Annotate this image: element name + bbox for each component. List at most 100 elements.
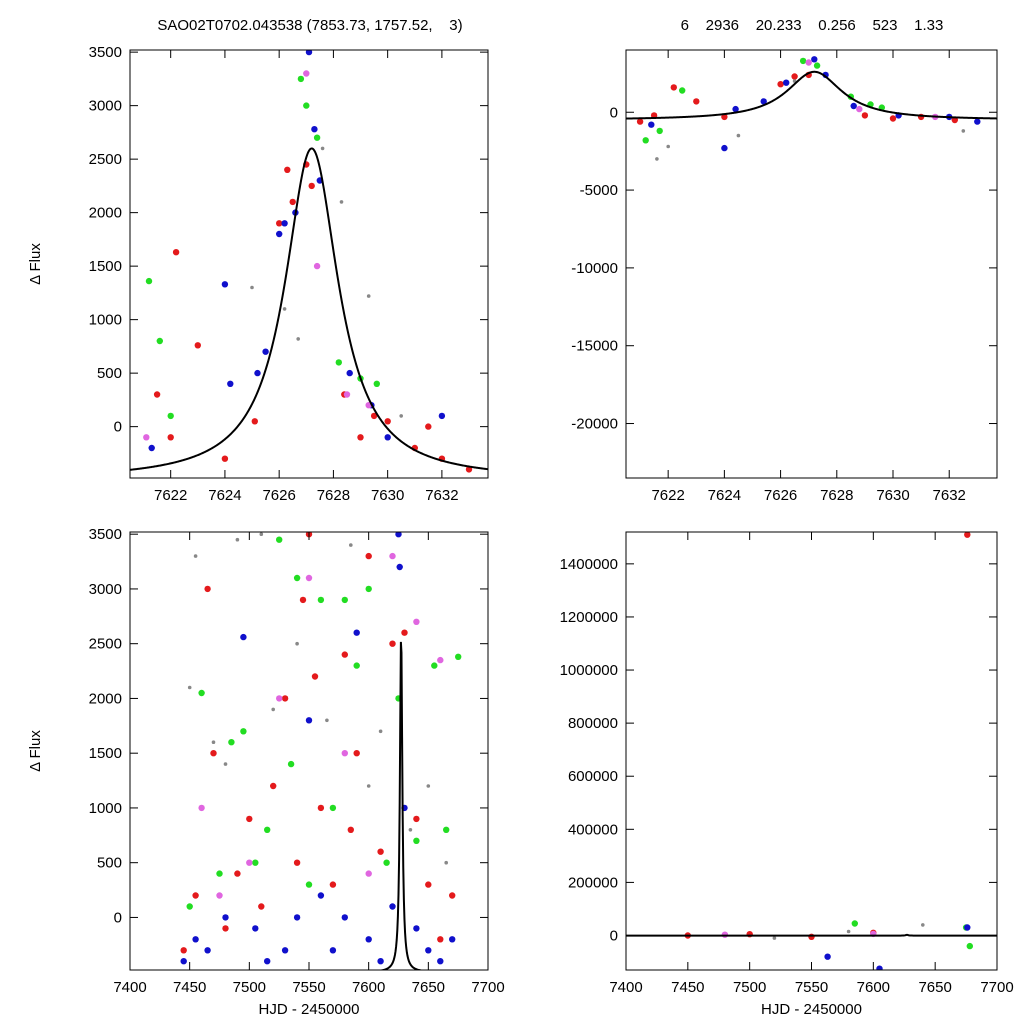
data-point-blue (876, 965, 883, 970)
data-point-red (221, 455, 229, 462)
y-tick-label: 2000 (89, 205, 122, 222)
data-point-green (297, 75, 305, 83)
x-tick-label: 7626 (262, 487, 295, 504)
y-tick-label: 800000 (568, 715, 618, 732)
y-tick-label: 1500 (89, 745, 122, 762)
data-point-gray (193, 554, 198, 558)
data-point-blue (281, 947, 289, 954)
data-point-blue (974, 118, 981, 125)
data-point-blue (240, 633, 247, 641)
data-point-gray (655, 157, 659, 161)
data-point-blue (395, 532, 402, 538)
data-point-green (799, 57, 807, 65)
data-point-violet (276, 695, 283, 702)
y-tick-label: 3500 (89, 526, 122, 543)
data-point-red (258, 903, 265, 910)
data-point-blue (365, 936, 372, 943)
x-tick-label: 7632 (425, 487, 458, 504)
data-point-red (964, 532, 971, 538)
data-point-blue (425, 947, 432, 954)
data-point-green (413, 837, 420, 844)
data-point-gray (339, 200, 344, 204)
data-point-blue (811, 56, 818, 63)
data-point-blue (824, 953, 831, 960)
data-point-green (156, 337, 163, 345)
data-point-blue (222, 914, 229, 921)
model-curve (130, 147, 488, 471)
data-point-red (281, 695, 289, 702)
data-point-blue (180, 958, 187, 965)
data-point-blue (353, 629, 360, 636)
data-point-red (357, 434, 364, 441)
x-tick-label: 7650 (918, 979, 951, 996)
data-point-violet (216, 892, 223, 899)
data-point-gray (187, 685, 192, 690)
data-point-red (311, 673, 319, 680)
data-point-red (153, 391, 161, 398)
data-point-red (308, 182, 315, 190)
y-tick-label: 1000 (89, 312, 122, 329)
y-tick-label: 1400000 (560, 556, 618, 573)
data-point-violet (365, 870, 372, 877)
data-point-green (966, 942, 973, 950)
left-title: SAO02T0702.043538 (7853.73, 1757.52, 3) (157, 17, 462, 34)
data-point-green (373, 380, 380, 387)
data-point-violet (805, 59, 812, 66)
y-tick-label: -20000 (571, 416, 618, 433)
x-tick-label: 7600 (857, 979, 890, 996)
data-point-red (192, 892, 199, 899)
data-point-blue (377, 958, 384, 965)
data-point-gray (211, 740, 216, 744)
data-point-blue (311, 126, 318, 133)
x-tick-label: 7500 (233, 979, 266, 996)
data-point-gray (426, 784, 431, 788)
data-point-green (341, 596, 348, 604)
x-tick-label: 7628 (317, 487, 350, 504)
data-point-gray (444, 860, 449, 865)
data-point-green (353, 662, 360, 669)
data-point-gray (366, 784, 371, 788)
data-point-green (365, 585, 372, 593)
data-point-red (777, 81, 784, 88)
data-point-green (642, 137, 649, 144)
data-point-gray (295, 641, 299, 646)
data-point-violet (313, 262, 321, 270)
data-point-blue (221, 281, 229, 288)
plot-area (180, 532, 462, 970)
data-point-red (172, 249, 180, 256)
y-tick-label: 500 (97, 365, 122, 382)
data-point-red (425, 423, 432, 430)
data-point-green (317, 596, 325, 604)
data-point-gray (378, 729, 383, 734)
axes-frame (129, 49, 489, 479)
data-point-gray (223, 762, 228, 766)
data-point-gray (271, 707, 276, 712)
y-tick-label: 0 (610, 104, 618, 121)
data-point-gray (399, 414, 404, 418)
data-point-green (303, 102, 310, 109)
data-point-red (167, 434, 174, 441)
data-point-blue (148, 444, 155, 452)
data-point-blue (850, 102, 857, 110)
data-point-violet (343, 391, 351, 398)
data-point-gray (366, 294, 371, 298)
y-tick-label: 200000 (568, 874, 618, 891)
data-point-green (264, 826, 271, 833)
data-point-blue (341, 914, 348, 921)
model-curve (626, 933, 997, 937)
data-point-green (186, 903, 193, 910)
data-point-violet (413, 618, 420, 625)
panel-bottom-left: 7400 7450 7500 7550 7600 7650 7700 0 500 1000 1500… (27, 526, 505, 1018)
data-point-red (721, 113, 728, 121)
data-point-violet (246, 859, 253, 866)
data-point-red (289, 198, 296, 206)
right-title: 6 2936 20.233 0.256 523 1.33 (681, 17, 944, 34)
data-point-green (455, 653, 462, 660)
y-tick-label: 2500 (89, 636, 122, 653)
x-tick-label: 7624 (208, 487, 241, 504)
data-point-blue (264, 958, 271, 965)
y-tick-label: 2500 (89, 151, 122, 168)
data-point-red (234, 870, 241, 877)
data-point-blue (721, 144, 728, 152)
